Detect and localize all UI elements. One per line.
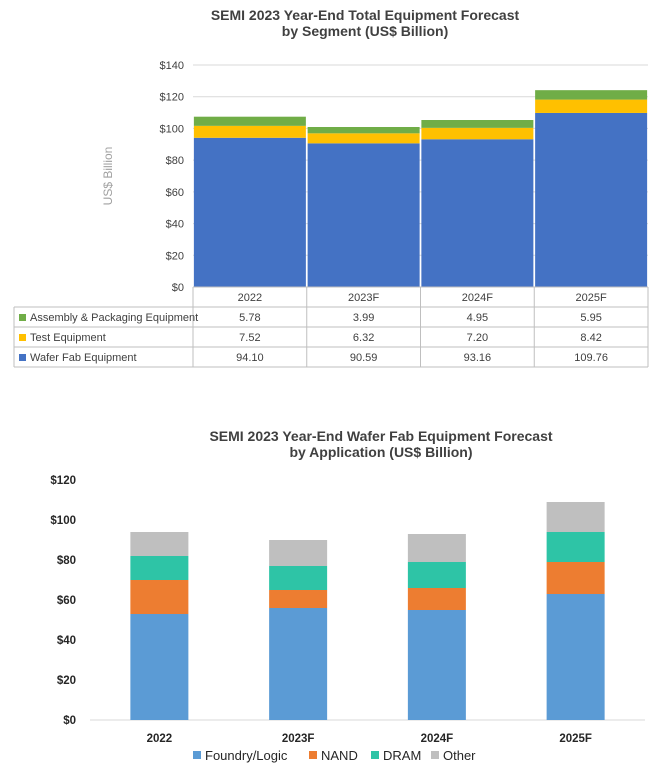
chart2-category-label: 2024F	[421, 733, 454, 745]
chart1-y-axis-label: US$ Billion	[101, 147, 115, 206]
chart2-bar-dram	[130, 556, 189, 580]
chart2-bar-dram	[407, 562, 466, 588]
chart1-bar-assembly-packaging-equipment	[535, 90, 648, 100]
chart1-data-cell: 93.16	[464, 352, 492, 364]
chart1-data-cell: 109.76	[574, 352, 608, 364]
chart2-category-label: 2025F	[559, 733, 592, 745]
chart1-bar-assembly-packaging-equipment	[193, 116, 306, 126]
chart1-legend-swatch	[19, 314, 26, 321]
chart2-bar-nand	[546, 562, 605, 594]
chart2-y-tick: $80	[57, 555, 76, 567]
chart1-data-cell: 3.99	[353, 312, 374, 324]
chart1-category-label: 2023F	[348, 292, 379, 304]
chart1-bar-assembly-packaging-equipment	[421, 120, 534, 128]
chart1-category-label: 2022	[238, 292, 262, 304]
chart1-legend-swatch	[19, 334, 26, 341]
chart1-category-label: 2025F	[576, 292, 607, 304]
chart1-bar-wafer-fab-equipment	[535, 112, 648, 288]
chart1-category-label: 2024F	[462, 292, 493, 304]
chart1-legend-label: Test Equipment	[30, 332, 106, 344]
chart2-bar-foundry-logic	[407, 610, 466, 720]
chart1-y-tick: $100	[160, 123, 184, 135]
chart1-bar-wafer-fab-equipment	[307, 143, 420, 287]
chart2-bar-nand	[407, 588, 466, 610]
chart2-y-tick: $60	[57, 595, 76, 607]
chart2-bar-other	[269, 540, 328, 566]
chart1-y-tick: $140	[160, 60, 184, 72]
chart1-bar-test-equipment	[307, 133, 420, 144]
chart1-data-cell: 7.20	[467, 332, 488, 344]
chart2-legend-label: DRAM	[383, 748, 421, 763]
chart2-legend-label: Foundry/Logic	[205, 748, 288, 763]
chart2-title-line-1: by Application (US$ Billion)	[289, 444, 472, 460]
chart1-data-cell: 8.42	[580, 332, 601, 344]
chart2-bar-dram	[546, 532, 605, 562]
chart1-bar-test-equipment	[421, 127, 534, 140]
chart2-bar-foundry-logic	[546, 594, 605, 720]
chart2-y-tick: $40	[57, 635, 76, 647]
chart2-bar-other	[546, 502, 605, 532]
chart2-category-label: 2023F	[282, 733, 315, 745]
chart2-legend-swatch	[193, 751, 201, 759]
chart1-data-cell: 7.52	[239, 332, 260, 344]
chart1-legend-label: Wafer Fab Equipment	[30, 352, 137, 364]
chart2-legend-swatch	[371, 751, 379, 759]
chart1-bar-wafer-fab-equipment	[193, 137, 306, 287]
chart1-data-cell: 5.95	[580, 312, 601, 324]
chart1-bar-wafer-fab-equipment	[421, 139, 534, 287]
chart1-legend-label: Assembly & Packaging Equipment	[30, 312, 198, 324]
chart1-y-tick: $60	[166, 187, 184, 199]
chart2-legend-swatch	[431, 751, 439, 759]
chart1-y-tick: $40	[166, 219, 184, 231]
chart2-y-tick: $0	[63, 715, 76, 727]
chart2-bar-nand	[130, 580, 189, 614]
chart1-data-cell: 5.78	[239, 312, 260, 324]
chart1-data-cell: 90.59	[350, 352, 378, 364]
chart2-bar-foundry-logic	[269, 608, 328, 720]
chart1-bar-assembly-packaging-equipment	[307, 127, 420, 134]
chart2-bar-other	[407, 534, 466, 562]
chart2-bar-other	[130, 532, 189, 556]
chart2-bar-foundry-logic	[130, 614, 189, 720]
chart2-legend-swatch	[309, 751, 317, 759]
chart1-legend-swatch	[19, 354, 26, 361]
chart2-y-tick: $100	[50, 515, 76, 527]
chart2-legend-label: Other	[443, 748, 476, 763]
chart1-y-tick: $120	[160, 92, 184, 104]
chart1-y-tick: $80	[166, 155, 184, 167]
chart2-title-line-0: SEMI 2023 Year-End Wafer Fab Equipment F…	[209, 428, 552, 444]
chart1-bar-test-equipment	[535, 99, 648, 113]
chart2-bar-nand	[269, 590, 328, 608]
chart1-data-cell: 6.32	[353, 332, 374, 344]
chart1-y-tick: $20	[166, 250, 184, 262]
chart1-data-cell: 94.10	[236, 352, 264, 364]
chart1-y-tick: $0	[172, 282, 184, 294]
chart2-y-tick: $120	[50, 475, 76, 487]
chart1-title-line-1: by Segment (US$ Billion)	[282, 23, 448, 39]
chart2-bar-dram	[269, 566, 328, 590]
chart2-y-tick: $20	[57, 675, 76, 687]
chart1-bar-test-equipment	[193, 125, 306, 138]
chart1-data-cell: 4.95	[467, 312, 488, 324]
chart2-legend-label: NAND	[321, 748, 358, 763]
chart1-title-line-0: SEMI 2023 Year-End Total Equipment Forec…	[211, 7, 520, 23]
chart2-category-label: 2022	[147, 733, 173, 745]
